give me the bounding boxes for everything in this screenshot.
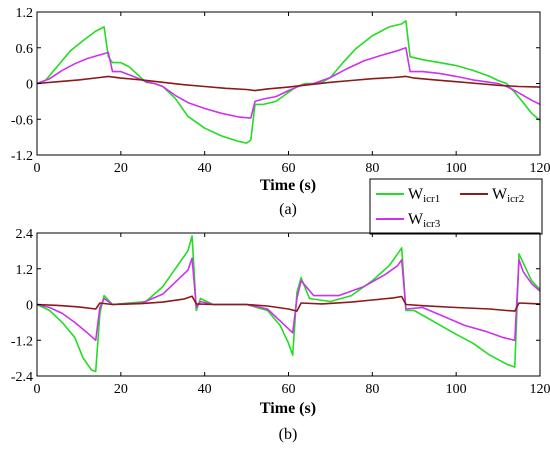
legend-item-icr2: Wicr2 — [460, 186, 524, 205]
legend-item-icr1: Wicr1 — [376, 186, 440, 205]
y-tick-label: 2.4 — [16, 227, 34, 242]
y-tick-label: 1.2 — [16, 6, 34, 21]
x-tick-label: 80 — [365, 382, 379, 397]
y-tick-label: 0 — [26, 78, 33, 93]
axes-frame-a — [36, 11, 541, 156]
series-line-w-icr3 — [36, 46, 541, 119]
x-tick-label: 60 — [282, 161, 296, 176]
x-tick-label: 120 — [530, 161, 550, 176]
x-ticks-a: 0 20 40 60 80 100 120 — [34, 12, 550, 176]
y-tick-label: 0.6 — [16, 42, 34, 57]
y-tick-label: -2.4 — [11, 370, 33, 385]
legend-box — [369, 178, 543, 235]
y-tick-label: -1.2 — [11, 334, 33, 349]
x-tick-label: 20 — [114, 161, 128, 176]
legend-item-icr3: Wicr3 — [376, 211, 441, 230]
legend: Wicr1 Wicr2 Wicr3 — [369, 178, 543, 235]
caption-a: (a) — [279, 201, 297, 218]
x-tick-label: 0 — [34, 382, 41, 397]
series-line-w-icr2 — [36, 75, 541, 92]
series-line-w-icr1 — [36, 20, 541, 144]
y-ticks-a: 1.2 0.6 0 -0.6 -1.2 — [11, 6, 540, 164]
x-tick-label: 0 — [34, 161, 41, 176]
caption-b: (b) — [279, 426, 298, 443]
x-tick-label: 100 — [446, 161, 467, 176]
x-tick-label: 20 — [114, 382, 128, 397]
plot-area-a — [36, 20, 541, 144]
legend-label-icr3: Wicr3 — [408, 211, 441, 230]
y-tick-label: 1.2 — [16, 263, 34, 278]
series-line-w-icr1 — [36, 235, 541, 373]
x-tick-label: 120 — [530, 382, 550, 397]
x-ticks-b: 0 20 40 60 80 100 120 — [34, 233, 550, 397]
x-axis-label-b: Time (s) — [260, 400, 316, 417]
plot-area-b — [36, 235, 541, 373]
x-axis-label-a: Time (s) — [260, 177, 316, 194]
y-ticks-b: 2.4 1.2 0 -1.2 -2.4 — [11, 227, 540, 385]
legend-label-icr2: Wicr2 — [492, 186, 524, 205]
x-tick-label: 60 — [282, 382, 296, 397]
legend-label-icr1: Wicr1 — [408, 186, 440, 205]
y-tick-label: 0 — [26, 299, 33, 314]
x-tick-label: 80 — [365, 161, 379, 176]
y-tick-label: -0.6 — [11, 113, 33, 128]
panel-a: 1.2 0.6 0 -0.6 -1.2 0 20 40 60 80 100 120 Time (s)… — [11, 6, 550, 218]
y-tick-label: -1.2 — [11, 149, 33, 164]
x-tick-label: 40 — [198, 161, 212, 176]
axes-frame-b — [36, 232, 541, 377]
series-line-w-icr3 — [36, 257, 541, 342]
x-tick-label: 100 — [446, 382, 467, 397]
x-tick-label: 40 — [198, 382, 212, 397]
panel-b: 2.4 1.2 0 -1.2 -2.4 0 20 40 60 80 100 120 Time (s)… — [11, 227, 550, 443]
series-line-w-icr2 — [36, 295, 541, 312]
